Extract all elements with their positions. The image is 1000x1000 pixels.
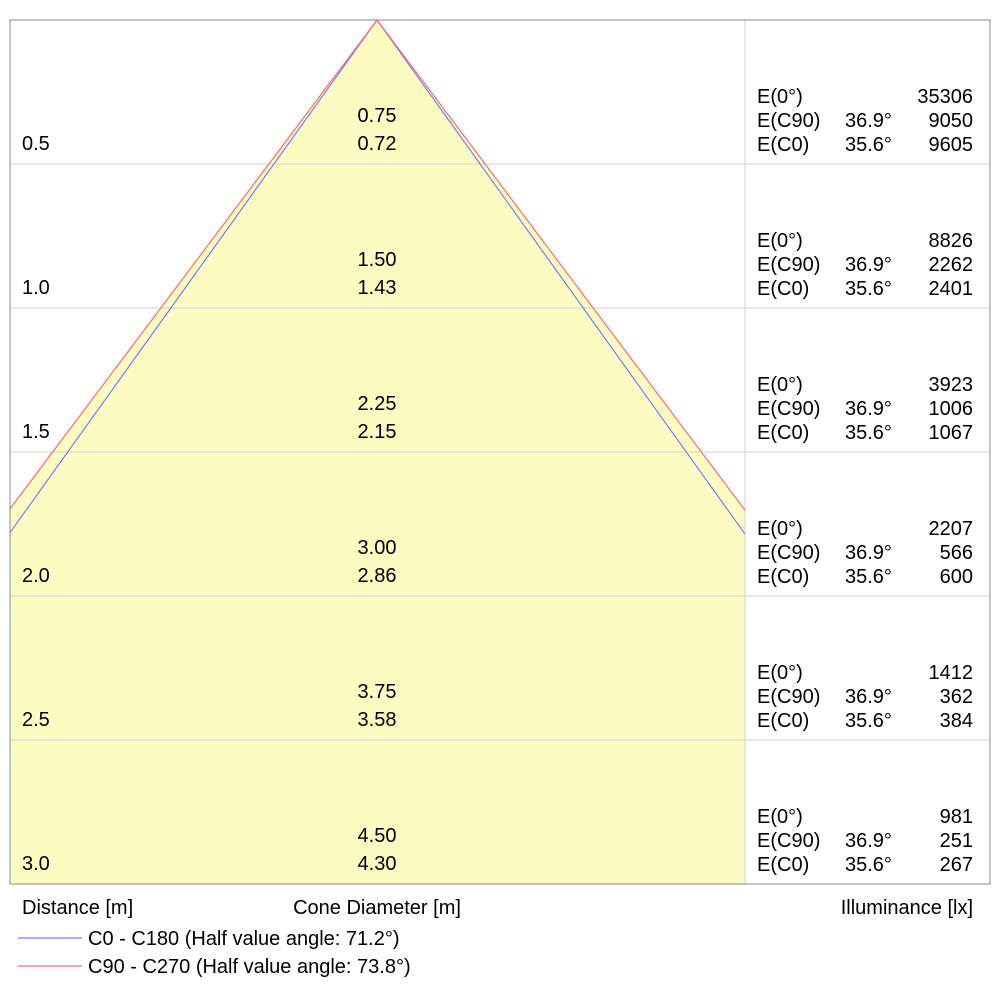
ec0-angle: 35.6° [845, 278, 892, 300]
ec90-value: 1006 [929, 398, 974, 420]
ec0-value: 1067 [929, 422, 974, 444]
cone-diameter-c0: 4.30 [358, 853, 397, 875]
e0-label: E(0°) [757, 518, 803, 540]
ec0-value: 9605 [929, 134, 974, 156]
e0-value: 981 [940, 806, 973, 828]
ec90-angle: 36.9° [845, 398, 892, 420]
distance-label: 2.0 [22, 565, 50, 587]
ec0-angle: 35.6° [845, 422, 892, 444]
e0-value: 35306 [917, 86, 973, 108]
distance-label: 1.0 [22, 277, 50, 299]
cone-diameter-title: Cone Diameter [m] [293, 897, 461, 919]
e0-label: E(0°) [757, 230, 803, 252]
legend-label-series-1: C0 - C180 (Half value angle: 71.2°) [88, 928, 400, 950]
ec90-angle: 36.9° [845, 542, 892, 564]
ec0-label: E(C0) [757, 134, 809, 156]
cone-diameter-c0: 1.43 [358, 277, 397, 299]
cone-diameter-c0: 3.58 [358, 709, 397, 731]
distance-label: 2.5 [22, 709, 50, 731]
ec90-angle: 36.9° [845, 254, 892, 276]
cone-diameter-c90: 3.00 [358, 537, 397, 559]
ec0-label: E(C0) [757, 710, 809, 732]
e0-value: 2207 [929, 518, 974, 540]
ec90-angle: 36.9° [845, 686, 892, 708]
e0-label: E(0°) [757, 374, 803, 396]
ec0-label: E(C0) [757, 278, 809, 300]
ec90-angle: 36.9° [845, 110, 892, 132]
ec90-label: E(C90) [757, 686, 820, 708]
ec0-angle: 35.6° [845, 854, 892, 876]
chart-border [9, 19, 991, 885]
ec0-value: 600 [940, 566, 973, 588]
ec90-label: E(C90) [757, 110, 820, 132]
cone-diameter-c0: 2.15 [358, 421, 397, 443]
cone-diameter-c90: 4.50 [358, 825, 397, 847]
e0-value: 8826 [929, 230, 974, 252]
cone-diameter-c90: 0.75 [358, 105, 397, 127]
distance-label: 1.5 [22, 421, 50, 443]
ec0-label: E(C0) [757, 566, 809, 588]
ec0-label: E(C0) [757, 854, 809, 876]
ec0-value: 267 [940, 854, 973, 876]
ec90-angle: 36.9° [845, 830, 892, 852]
ec90-value: 566 [940, 542, 973, 564]
legend-label-series-2: C90 - C270 (Half value angle: 73.8°) [88, 956, 411, 978]
cone-diameter-c0: 2.86 [358, 565, 397, 587]
ec0-value: 2401 [929, 278, 974, 300]
cone-diameter-c0: 0.72 [358, 133, 397, 155]
ec0-angle: 35.6° [845, 566, 892, 588]
distance-label: 0.5 [22, 133, 50, 155]
ec90-label: E(C90) [757, 542, 820, 564]
e0-label: E(0°) [757, 662, 803, 684]
ec0-angle: 35.6° [845, 710, 892, 732]
ec90-label: E(C90) [757, 830, 820, 852]
e0-label: E(0°) [757, 86, 803, 108]
ec0-angle: 35.6° [845, 134, 892, 156]
cone-diameter-c90: 1.50 [358, 249, 397, 271]
ec90-label: E(C90) [757, 398, 820, 420]
distance-label: 3.0 [22, 853, 50, 875]
illuminance-title: Illuminance [lx] [841, 897, 973, 919]
ec90-label: E(C90) [757, 254, 820, 276]
ec90-value: 2262 [929, 254, 974, 276]
cone-diameter-c90: 2.25 [358, 393, 397, 415]
e0-value: 3923 [929, 374, 974, 396]
distance-axis-title: Distance [m] [22, 897, 133, 919]
ec0-value: 384 [940, 710, 973, 732]
cone-diameter-c90: 3.75 [358, 681, 397, 703]
ec90-value: 9050 [929, 110, 974, 132]
ec90-value: 362 [940, 686, 973, 708]
e0-value: 1412 [929, 662, 974, 684]
e0-label: E(0°) [757, 806, 803, 828]
ec0-label: E(C0) [757, 422, 809, 444]
ec90-value: 251 [940, 830, 973, 852]
